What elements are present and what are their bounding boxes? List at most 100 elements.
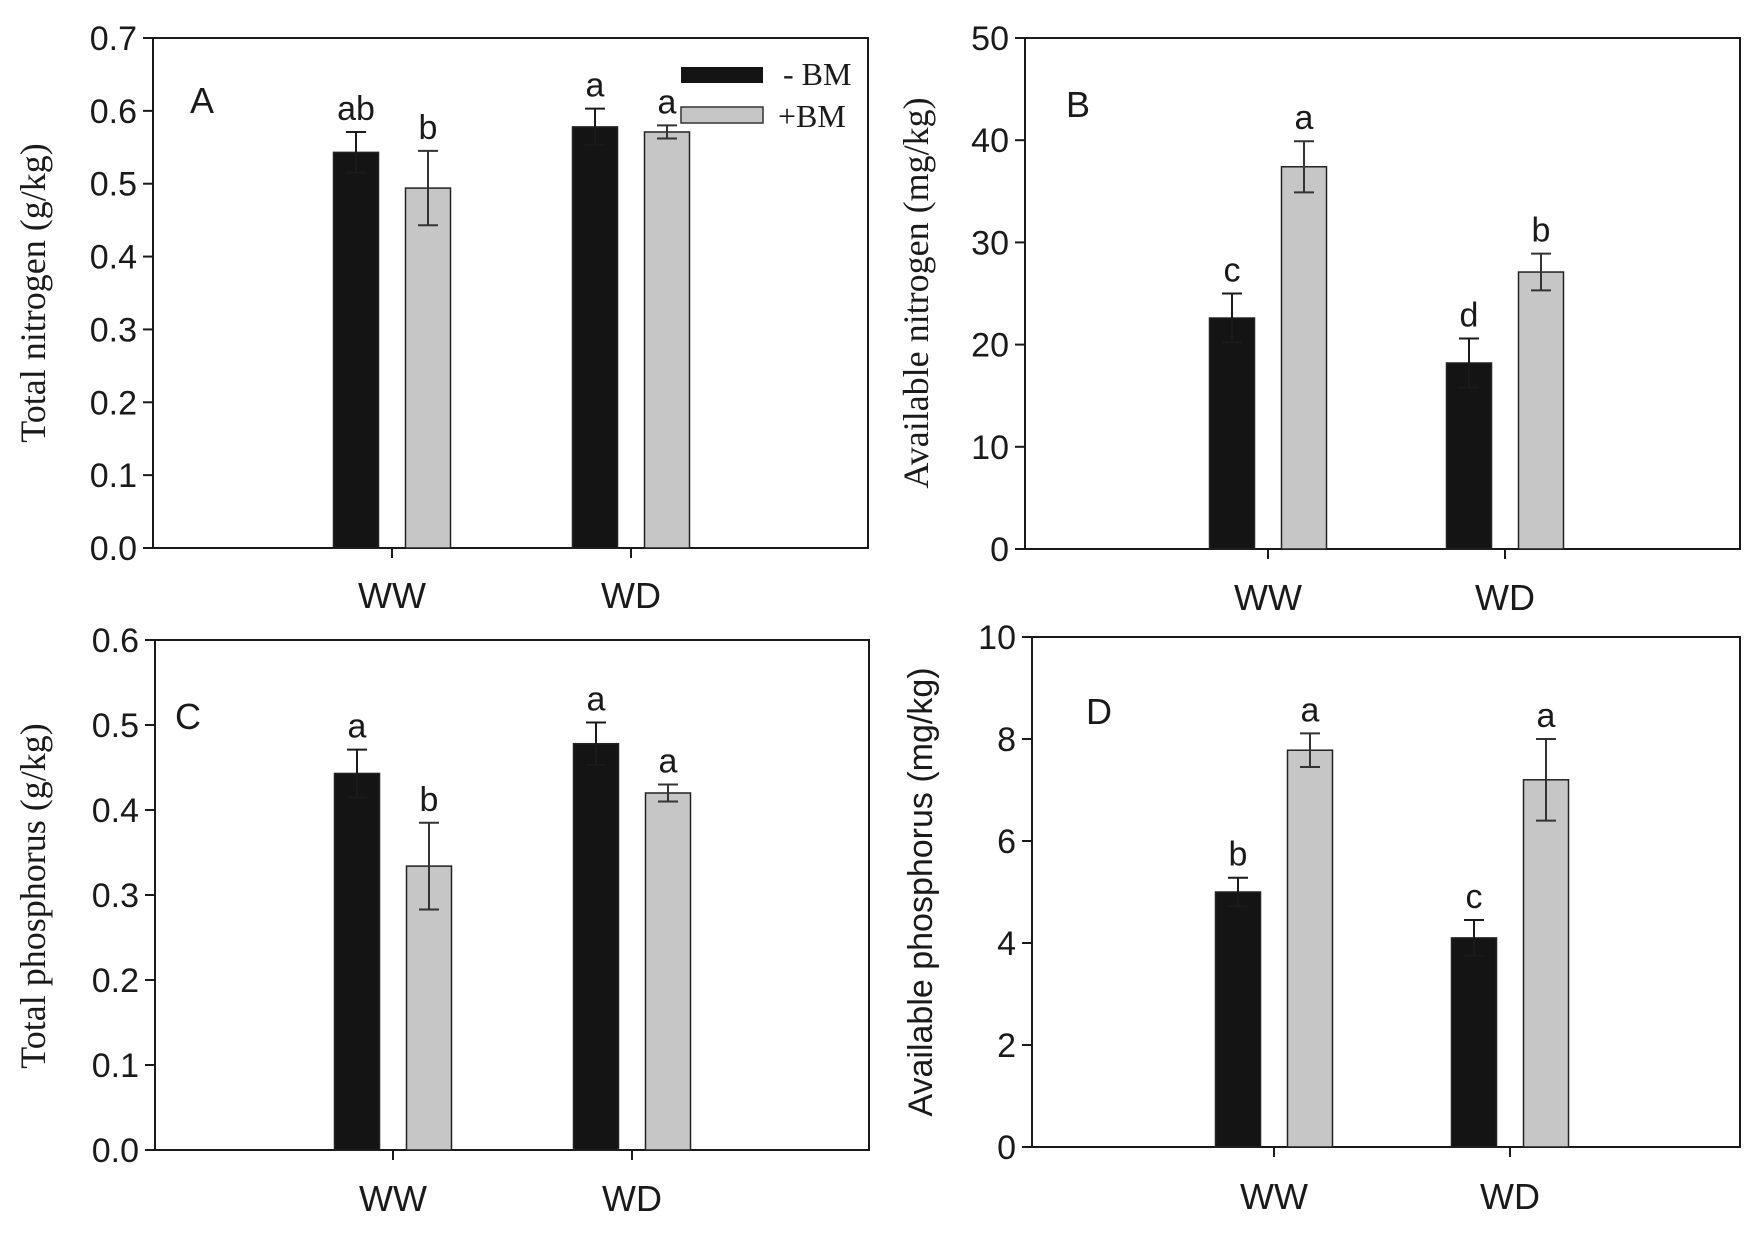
bar-minus-bm	[571, 126, 619, 549]
bar-minus-bm	[1208, 317, 1256, 550]
significance-letter: b	[420, 781, 439, 819]
x-tick-label: WW	[358, 575, 426, 616]
y-tick-label: 0.7	[90, 20, 137, 58]
significance-letter: ab	[337, 90, 375, 128]
y-ticks: 0.0 0.1 0.2 0.3 0.4 0.5 0.6 0.7	[90, 20, 153, 568]
bar-minus-bm	[332, 151, 380, 549]
y-tick-label: 0.0	[90, 530, 137, 568]
bar-plus-bm	[1522, 779, 1570, 1148]
legend-label-plus-bm: +BM	[778, 98, 846, 134]
bar-plus-bm	[1286, 749, 1334, 1148]
y-tick-label: 0.3	[90, 311, 137, 349]
y-tick-label: 0.2	[90, 384, 137, 422]
y-ticks: 0 2 4 6 8 10	[978, 619, 1032, 1167]
plot-frame	[1024, 37, 1741, 550]
x-categories: WW WD	[1234, 549, 1535, 618]
significance-letter: a	[1537, 697, 1556, 735]
error-bar	[585, 107, 605, 147]
significance-letter: b	[1532, 212, 1551, 250]
error-bar	[657, 124, 677, 140]
y-ticks: 0 10 20 30 40 50	[971, 20, 1025, 569]
panel-a: A Total nitrogen (g/kg) 0.0 0.1 0.2 0.3 0.4 0…	[13, 20, 869, 616]
significance-letter: a	[659, 743, 678, 781]
x-tick-label: WD	[602, 1178, 662, 1219]
x-tick-label: WW	[1240, 1176, 1308, 1217]
plot-frame	[152, 37, 869, 549]
error-bar	[586, 721, 606, 766]
y-tick-label: 6	[997, 823, 1016, 861]
legend-swatch-plus-bm	[680, 106, 764, 124]
y-tick-label: 0.4	[90, 239, 137, 277]
legend-label-minus-bm: - BM	[783, 56, 851, 92]
y-axis-label: Total nitrogen (g/kg)	[13, 143, 53, 442]
bar-minus-bm	[572, 742, 620, 1151]
y-axis-label: Available nitrogen (mg/kg)	[896, 97, 936, 488]
error-bar	[1536, 738, 1556, 822]
significance-letter: d	[1460, 296, 1479, 334]
error-bar	[346, 130, 366, 174]
x-tick-label: WD	[1480, 1176, 1540, 1217]
error-bar	[1228, 876, 1248, 908]
x-categories: WW WD	[1240, 1147, 1540, 1217]
y-tick-label: 2	[997, 1027, 1016, 1065]
significance-letter: c	[1466, 878, 1483, 916]
error-bar	[419, 821, 439, 911]
x-tick-label: WD	[1475, 577, 1535, 618]
significance-letter: a	[587, 680, 606, 718]
y-tick-label: 20	[971, 327, 1009, 365]
y-tick-label: 0.1	[90, 457, 137, 495]
y-tick-label: 0.6	[90, 93, 137, 131]
significance-letter: a	[1295, 99, 1314, 137]
y-tick-label: 30	[971, 224, 1009, 262]
significance-letter: a	[658, 83, 677, 121]
bar-minus-bm	[1450, 937, 1498, 1148]
significance-letter: a	[1301, 691, 1320, 729]
y-tick-label: 40	[971, 122, 1009, 160]
y-tick-label: 0.5	[92, 707, 139, 745]
bar-minus-bm	[1445, 362, 1493, 550]
bar-plus-bm	[404, 187, 452, 549]
y-axis-label: Available phosphorus (mg/kg)	[902, 667, 940, 1116]
y-tick-label: 0.1	[92, 1047, 139, 1085]
x-categories: WW WD	[359, 1150, 662, 1219]
y-tick-label: 50	[971, 20, 1009, 58]
bar-minus-bm	[1214, 891, 1262, 1148]
panel-label: B	[1066, 84, 1090, 125]
error-bar	[1464, 919, 1484, 957]
error-bar	[1459, 337, 1479, 389]
panel-label: D	[1086, 691, 1112, 732]
y-tick-label: 0	[997, 1129, 1016, 1167]
significance-letters: b a c a	[1229, 691, 1556, 916]
significance-letter: b	[419, 109, 438, 147]
legend: - BM +BM	[680, 56, 851, 134]
significance-letters: c a d b	[1224, 99, 1551, 334]
y-tick-label: 4	[997, 925, 1016, 963]
x-tick-label: WW	[359, 1178, 427, 1219]
significance-letter: c	[1224, 252, 1241, 290]
y-tick-label: 0.4	[92, 792, 139, 830]
legend-swatch-minus-bm	[681, 67, 763, 83]
y-tick-label: 0.2	[92, 962, 139, 1000]
bar-marks	[1214, 732, 1570, 1148]
significance-letters: ab b a a	[337, 67, 676, 147]
y-tick-label: 10	[971, 429, 1009, 467]
plot-frame	[154, 639, 870, 1151]
y-ticks: 0.0 0.1 0.2 0.3 0.4 0.5 0.6	[92, 622, 155, 1170]
significance-letters: a b a a	[348, 680, 678, 818]
bar-plus-bm	[1517, 271, 1565, 550]
panel-d: D Available phosphorus (mg/kg) 0 2 4 6 8 10 W…	[902, 619, 1741, 1217]
significance-letter: a	[586, 67, 605, 105]
error-bar	[1294, 140, 1314, 194]
x-tick-label: WW	[1234, 577, 1302, 618]
x-categories: WW WD	[358, 548, 661, 616]
panel-label: A	[190, 80, 214, 121]
error-bar	[347, 748, 367, 799]
bar-plus-bm	[644, 792, 692, 1151]
bar-marks	[332, 107, 691, 549]
error-bar	[658, 783, 678, 803]
y-tick-label: 10	[978, 619, 1016, 657]
y-tick-label: 0.0	[92, 1132, 139, 1170]
panel-b: B Available nitrogen (mg/kg) 0 10 20 30 40 50…	[896, 20, 1741, 618]
panel-label: C	[175, 696, 201, 737]
